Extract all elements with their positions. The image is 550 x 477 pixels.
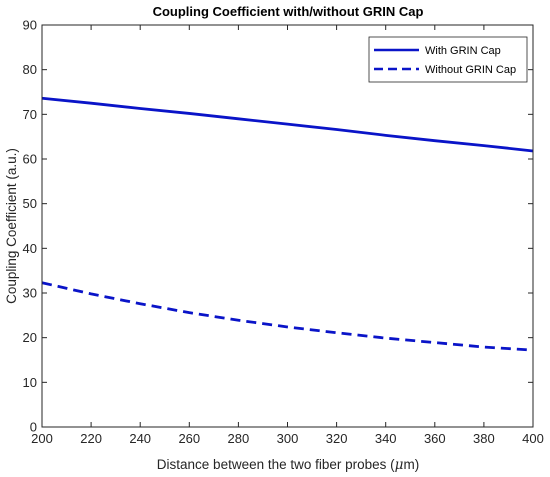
x-tick-label: 360 bbox=[424, 431, 446, 446]
y-tick-label: 60 bbox=[23, 152, 37, 167]
x-tick-label: 380 bbox=[473, 431, 495, 446]
x-axis-label-unit: μ bbox=[395, 457, 404, 473]
x-tick-label: 260 bbox=[178, 431, 200, 446]
y-tick-label: 90 bbox=[23, 18, 37, 33]
x-tick-label: 320 bbox=[326, 431, 348, 446]
y-tick-label: 30 bbox=[23, 286, 37, 301]
y-tick-label: 40 bbox=[23, 241, 37, 256]
x-tick-label: 220 bbox=[80, 431, 102, 446]
y-tick-label: 20 bbox=[23, 330, 37, 345]
legend: With GRIN Cap Without GRIN Cap bbox=[368, 36, 528, 83]
x-tick-label: 400 bbox=[522, 431, 544, 446]
series-line-without-grin-cap bbox=[41, 281, 534, 352]
plot-area-frame bbox=[41, 24, 534, 428]
x-axis-label-tail: m) bbox=[403, 457, 419, 472]
x-tick-label: 240 bbox=[129, 431, 151, 446]
legend-label-with-grin-cap: With GRIN Cap bbox=[425, 45, 501, 57]
y-tick-label: 0 bbox=[30, 420, 37, 435]
y-tick-label: 50 bbox=[23, 196, 37, 211]
y-tick-label: 10 bbox=[23, 375, 37, 390]
chart-title: Coupling Coefficient with/without GRIN C… bbox=[153, 4, 424, 19]
series-line-with-grin-cap bbox=[41, 96, 534, 153]
y-axis-label: Coupling Coefficient (a.u.) bbox=[4, 148, 19, 304]
y-tick-label: 70 bbox=[23, 107, 37, 122]
x-axis-label: Distance between the two fiber probes (μ… bbox=[157, 457, 419, 473]
x-tick-label: 300 bbox=[277, 431, 299, 446]
x-tick-label: 280 bbox=[228, 431, 250, 446]
y-tick-label: 80 bbox=[23, 62, 37, 77]
legend-box bbox=[368, 36, 528, 83]
x-tick-label: 340 bbox=[375, 431, 397, 446]
x-axis-label-main: Distance between the two fiber probes ( bbox=[157, 457, 395, 472]
legend-label-without-grin-cap: Without GRIN Cap bbox=[425, 64, 516, 76]
x-tick-label: 200 bbox=[31, 431, 53, 446]
